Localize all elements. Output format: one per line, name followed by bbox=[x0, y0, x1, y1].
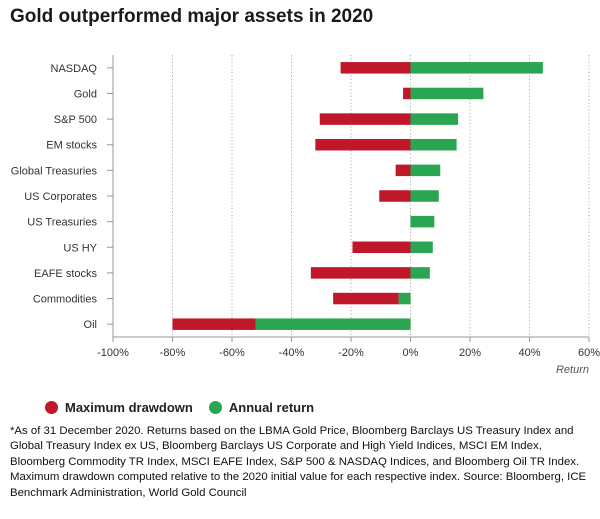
bar-maximum-drawdown bbox=[319, 113, 411, 125]
legend-item-return: Annual return bbox=[208, 400, 315, 415]
x-tick-label: -60% bbox=[219, 347, 245, 359]
x-tick-label: -20% bbox=[338, 347, 364, 359]
x-tick-label: -40% bbox=[279, 347, 305, 359]
x-axis-ticks: -100% -80% -60% -40% -20% 0% 20% 40% 60% bbox=[97, 337, 600, 359]
bar-annual-return bbox=[410, 190, 439, 202]
bar-annual-return bbox=[255, 318, 411, 330]
bar-annual-return bbox=[410, 62, 543, 74]
x-tick-label: 40% bbox=[518, 347, 540, 359]
category-label: Global Treasuries bbox=[11, 165, 98, 177]
bar-maximum-drawdown bbox=[333, 292, 399, 305]
category-label: S&P 500 bbox=[54, 114, 97, 126]
category-label: Commodities bbox=[33, 294, 98, 306]
bar-maximum-drawdown bbox=[310, 267, 411, 279]
bar-annual-return bbox=[410, 267, 430, 279]
bar-annual-return bbox=[410, 138, 457, 151]
bar-chart: NASDAQ Gold S&P 500 EM stocks Global Treasur… bbox=[11, 55, 600, 376]
bar-maximum-drawdown bbox=[172, 318, 256, 330]
chart-title: Gold outperformed major assets in 2020 bbox=[10, 6, 374, 27]
category-label: Oil bbox=[84, 319, 97, 331]
category-label: Gold bbox=[74, 88, 97, 100]
category-label: NASDAQ bbox=[51, 63, 98, 75]
category-label: US HY bbox=[63, 242, 97, 254]
legend-marker-drawdown bbox=[45, 401, 58, 414]
bar-maximum-drawdown bbox=[395, 164, 411, 177]
bar-maximum-drawdown bbox=[352, 241, 411, 254]
x-tick-label: -100% bbox=[97, 347, 129, 359]
x-tick-label: -80% bbox=[160, 347, 186, 359]
legend-marker-return bbox=[208, 401, 222, 414]
category-label: EAFE stocks bbox=[34, 268, 97, 280]
bar-annual-return bbox=[410, 87, 484, 100]
bar-maximum-drawdown bbox=[403, 87, 411, 100]
category-label: US Corporates bbox=[24, 191, 97, 203]
bar-annual-return bbox=[410, 113, 459, 125]
legend-label-return: Annual return bbox=[228, 400, 315, 415]
legend-item-drawdown: Maximum drawdown bbox=[45, 400, 193, 415]
footnote: *As of 31 December 2020. Returns based o… bbox=[10, 425, 587, 499]
bar-maximum-drawdown bbox=[340, 62, 411, 74]
category-label: EM stocks bbox=[46, 140, 97, 152]
bar-annual-return bbox=[398, 292, 411, 305]
category-labels: NASDAQ Gold S&P 500 EM stocks Global Treasur… bbox=[11, 63, 113, 331]
bar-annual-return bbox=[410, 164, 441, 177]
bar-annual-return bbox=[410, 215, 435, 228]
category-label: US Treasuries bbox=[27, 217, 97, 229]
bars bbox=[172, 62, 543, 330]
x-tick-label: 0% bbox=[403, 347, 419, 359]
x-tick-label: 60% bbox=[578, 347, 600, 359]
bar-annual-return bbox=[410, 241, 433, 254]
x-tick-label: 20% bbox=[459, 347, 481, 359]
x-axis-label: Return bbox=[556, 364, 589, 376]
bar-maximum-drawdown bbox=[315, 138, 411, 151]
legend-label-drawdown: Maximum drawdown bbox=[65, 400, 193, 415]
legend: Maximum drawdown Annual return bbox=[45, 400, 330, 415]
bar-maximum-drawdown bbox=[379, 190, 411, 202]
